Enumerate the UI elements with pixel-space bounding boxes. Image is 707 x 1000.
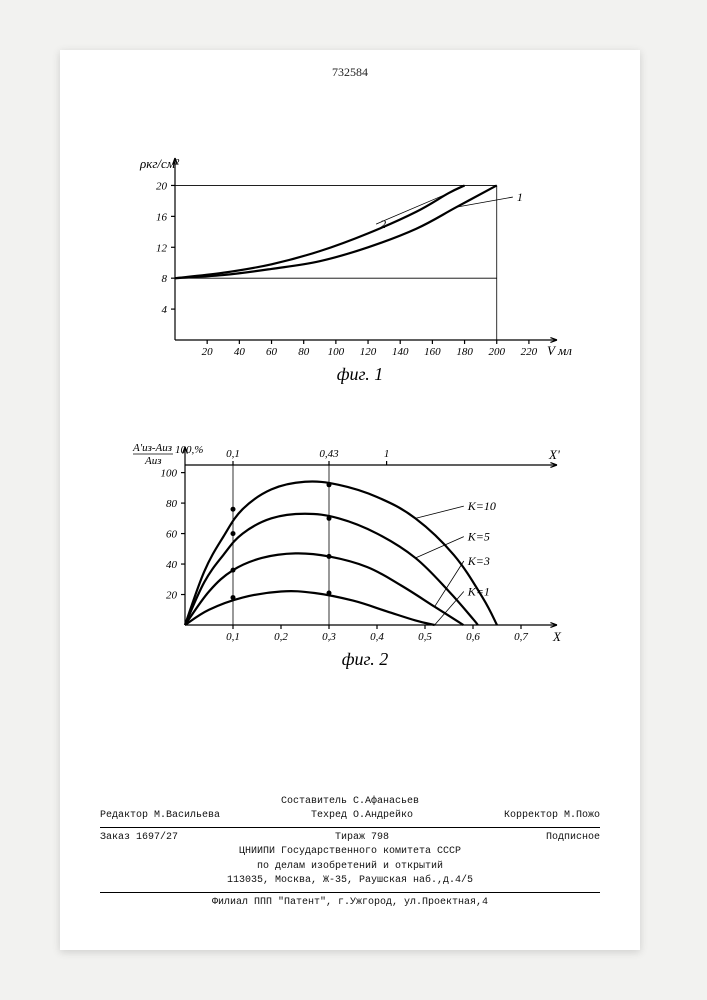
svg-text:1: 1 — [384, 448, 390, 460]
svg-text:100,%: 100,% — [175, 444, 203, 456]
svg-text:K=10: K=10 — [467, 499, 496, 513]
divider — [100, 827, 600, 828]
svg-text:K=1: K=1 — [467, 584, 490, 598]
svg-text:Aиз: Aиз — [144, 455, 162, 467]
svg-text:фиг. 1: фиг. 1 — [337, 364, 384, 384]
svg-text:0,7: 0,7 — [514, 631, 528, 643]
svg-text:80: 80 — [298, 346, 310, 358]
techred: Техред О.Андрейко — [311, 809, 413, 824]
svg-text:12: 12 — [156, 242, 168, 254]
order: Заказ 1697/27 — [100, 831, 178, 846]
corrector: Корректор М.Пожо — [504, 809, 600, 824]
svg-text:220: 220 — [521, 346, 538, 358]
svg-text:0,3: 0,3 — [322, 631, 336, 643]
paper-page: 732584 204060801001201401601802002204812… — [60, 50, 640, 950]
document-number: 732584 — [332, 65, 368, 80]
svg-text:60: 60 — [166, 529, 178, 541]
figure-2: 0,1 0,2 0,3 0,4 0,5 0,6 0,7 20 40 60 80 100 0,1 0,43 1… — [130, 430, 570, 670]
svg-text:ρкг/см²: ρкг/см² — [139, 156, 180, 171]
editor: Редактор М.Васильева — [100, 809, 220, 824]
svg-text:0,6: 0,6 — [466, 631, 480, 643]
svg-text:0,1: 0,1 — [226, 448, 240, 460]
svg-text:100: 100 — [328, 346, 345, 358]
svg-text:40: 40 — [166, 559, 178, 571]
svg-text:0,1: 0,1 — [226, 631, 240, 643]
svg-text:20: 20 — [166, 590, 178, 602]
svg-text:200: 200 — [488, 346, 505, 358]
svg-text:120: 120 — [360, 346, 377, 358]
figure-1-svg: 204060801001201401601802002204812162012V… — [130, 150, 570, 380]
svg-text:140: 140 — [392, 346, 409, 358]
svg-text:80: 80 — [166, 498, 178, 510]
svg-text:K=3: K=3 — [467, 554, 490, 568]
divider-2 — [100, 892, 600, 893]
svg-text:100: 100 — [161, 468, 178, 480]
svg-text:0,4: 0,4 — [370, 631, 384, 643]
svg-text:0,5: 0,5 — [418, 631, 432, 643]
svg-text:V мл: V мл — [547, 343, 572, 358]
svg-text:фиг. 2: фиг. 2 — [342, 649, 389, 669]
svg-text:4: 4 — [162, 304, 168, 316]
svg-text:40: 40 — [234, 346, 246, 358]
svg-text:2: 2 — [380, 217, 386, 231]
svg-text:1: 1 — [517, 190, 523, 204]
org1: ЦНИИПИ Государственного комитета СССР — [100, 845, 600, 860]
figure-2-svg: 0,1 0,2 0,3 0,4 0,5 0,6 0,7 20 40 60 80 100 0,1 0,43 1… — [130, 430, 570, 670]
svg-text:180: 180 — [456, 346, 473, 358]
svg-text:8: 8 — [162, 273, 168, 285]
svg-text:16: 16 — [156, 211, 168, 223]
svg-text:K=5: K=5 — [467, 530, 490, 544]
svg-text:160: 160 — [424, 346, 441, 358]
svg-text:60: 60 — [266, 346, 278, 358]
figure-1: 204060801001201401601802002204812162012V… — [130, 150, 570, 380]
address1: 113035, Москва, Ж-35, Раушская наб.,д.4/… — [100, 874, 600, 889]
svg-text:X': X' — [548, 447, 560, 462]
org2: по делам изобретений и открытий — [100, 860, 600, 875]
tirage: Тираж 798 — [335, 831, 389, 846]
branch: Филиал ППП "Патент", г.Ужгород, ул.Проек… — [100, 896, 600, 911]
svg-text:A'из-Aиз: A'из-Aиз — [132, 442, 172, 454]
credits-block: Составитель С.Афанасьев Редактор М.Васил… — [100, 795, 600, 911]
svg-text:0,43: 0,43 — [319, 448, 339, 460]
svg-text:X: X — [552, 629, 562, 644]
svg-text:0,2: 0,2 — [274, 631, 288, 643]
svg-text:20: 20 — [156, 180, 168, 192]
author-line: Составитель С.Афанасьев — [100, 795, 600, 810]
svg-text:20: 20 — [202, 346, 214, 358]
subscription: Подписное — [546, 831, 600, 846]
